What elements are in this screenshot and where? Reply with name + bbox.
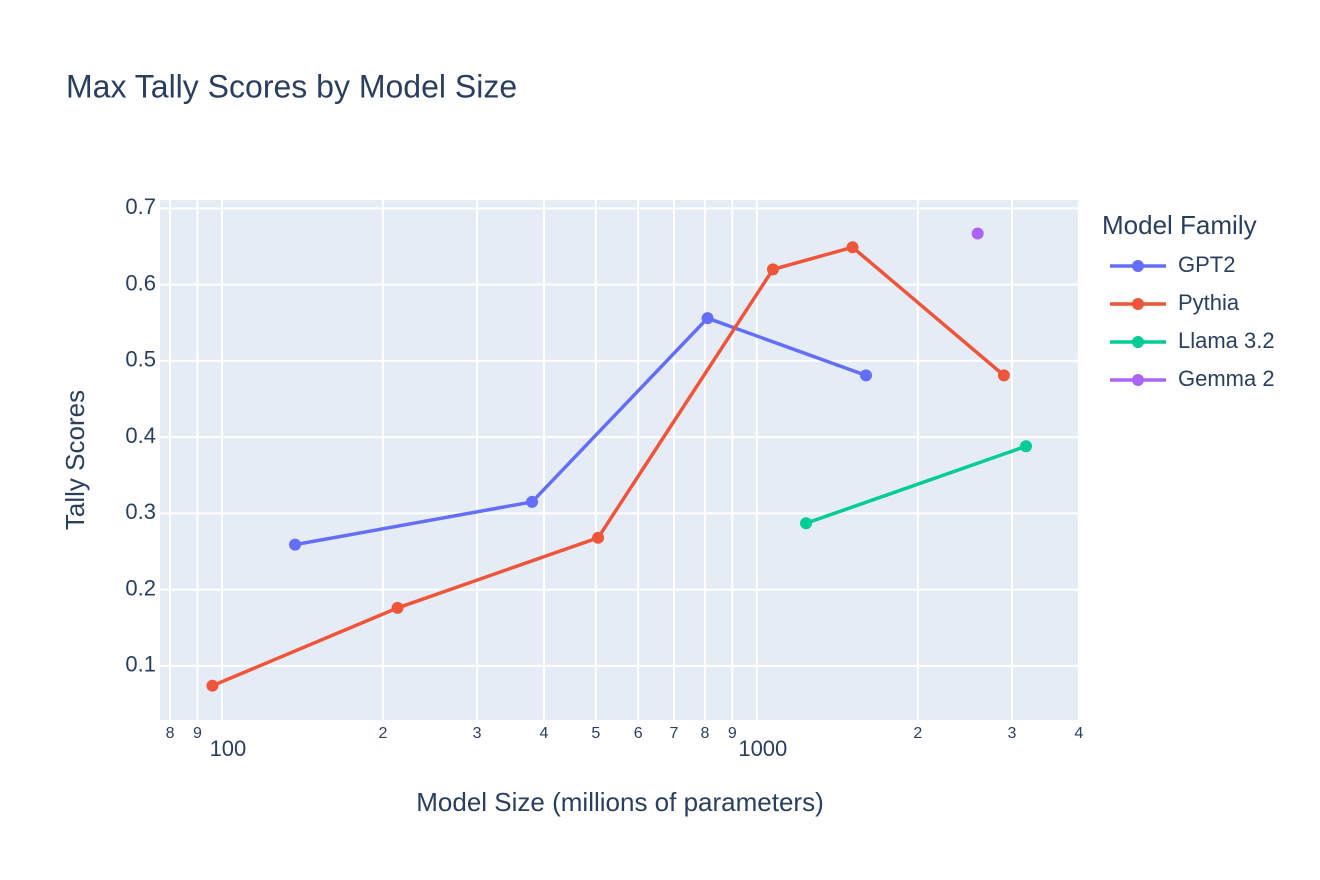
y-tick-label: 0.7 [125, 194, 156, 219]
legend-marker [1132, 336, 1144, 348]
y-tick-label: 0.4 [125, 423, 156, 448]
y-tick-label: 0.5 [125, 347, 156, 372]
data-point [971, 227, 984, 240]
x-tick-label: 9 [193, 725, 202, 742]
x-tick-label: 4 [540, 725, 549, 742]
x-tick-label: 3 [473, 725, 482, 742]
x-tick-label: 9 [728, 725, 737, 742]
legend-label: Llama 3.2 [1178, 328, 1275, 353]
x-tick-label: 3 [1008, 725, 1017, 742]
data-point [206, 679, 219, 692]
legend-title: Model Family [1102, 210, 1257, 240]
legend-label: Gemma 2 [1178, 366, 1275, 391]
series-line [805, 444, 1027, 525]
x-tick-label: 1000 [738, 736, 787, 761]
data-point [800, 517, 813, 530]
y-tick-label: 0.2 [125, 575, 156, 600]
y-axis-title: Tally Scores [60, 390, 90, 530]
data-point [592, 531, 605, 544]
x-tick-label: 2 [378, 725, 387, 742]
series-line [211, 245, 1006, 688]
legend-label: GPT2 [1178, 252, 1235, 277]
x-tick-label: 6 [634, 725, 643, 742]
legend-marker [1132, 260, 1144, 272]
x-tick-label: 5 [591, 725, 600, 742]
y-tick-label: 0.3 [125, 499, 156, 524]
y-tick-label: 0.6 [125, 270, 156, 295]
x-axis-title: Model Size (millions of parameters) [416, 787, 823, 817]
data-point [526, 495, 539, 508]
chart-title: Max Tally Scores by Model Size [66, 68, 517, 104]
plot-area [160, 200, 1080, 720]
legend-marker [1132, 374, 1144, 386]
series-line [294, 316, 867, 547]
legend-marker [1132, 298, 1144, 310]
x-tick-label: 100 [210, 736, 247, 761]
data-point [701, 312, 714, 325]
legend-label: Pythia [1178, 290, 1240, 315]
x-tick-label: 8 [701, 725, 710, 742]
x-tick-label: 2 [913, 725, 922, 742]
data-point [1019, 440, 1032, 453]
data-point [391, 601, 404, 614]
data-point [846, 241, 859, 254]
y-tick-label: 0.1 [125, 652, 156, 677]
x-tick-label: 7 [670, 725, 679, 742]
x-tick-label: 8 [166, 725, 175, 742]
data-point [766, 263, 779, 276]
data-point [859, 369, 872, 382]
data-point [289, 538, 302, 551]
data-point [997, 369, 1010, 382]
x-tick-label: 4 [1074, 725, 1083, 742]
